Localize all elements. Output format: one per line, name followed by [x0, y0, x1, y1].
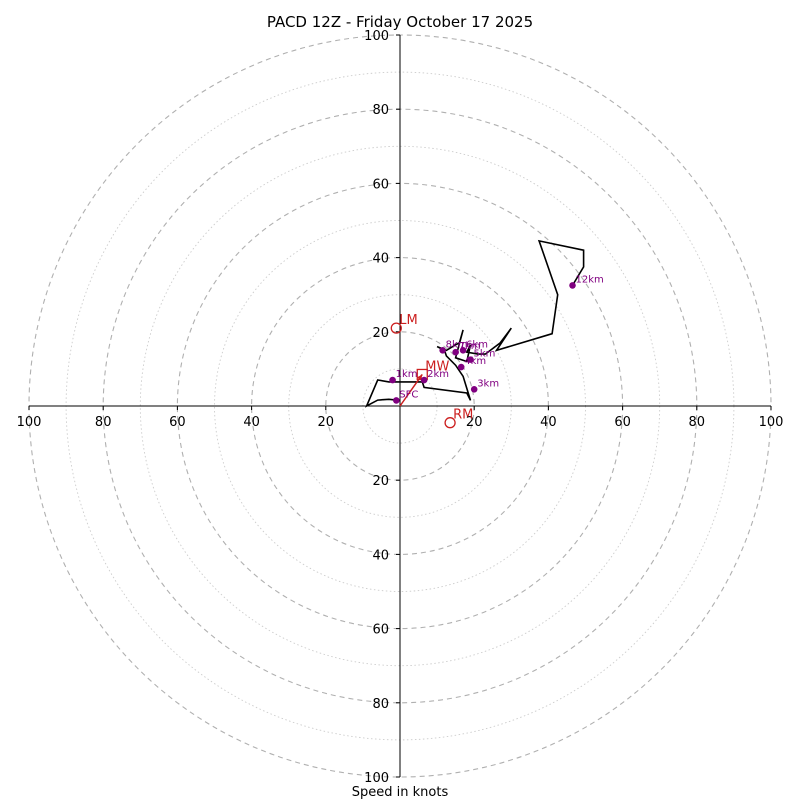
height-label-1km: 1km: [396, 369, 418, 380]
y-tick-label: 60: [372, 177, 389, 192]
height-marker-12km: [569, 282, 576, 289]
x-tick-label: 20: [466, 415, 483, 430]
x-tick-label: 60: [614, 415, 631, 430]
height-label-4km: 4km: [464, 356, 486, 367]
y-tick-label: 20: [372, 474, 389, 489]
y-tick-label: 100: [364, 29, 389, 44]
height-marker-7km: [452, 348, 459, 356]
rm-label: RM: [453, 408, 473, 423]
x-axis-label: Speed in knots: [352, 785, 449, 800]
height-label-sfc: SFC: [399, 389, 418, 400]
height-label-12km: 12km: [576, 274, 604, 285]
height-label-3km: 3km: [477, 378, 499, 389]
lm-label: LM: [399, 313, 417, 328]
x-tick-label: 20: [318, 415, 335, 430]
x-tick-label: 60: [169, 415, 186, 430]
y-tick-label: 80: [372, 103, 389, 118]
y-tick-label: 60: [372, 623, 389, 638]
lm-marker: [390, 322, 402, 334]
height-marker-3km: [470, 386, 478, 393]
height-marker-1km: [389, 376, 396, 384]
rm-marker: [444, 417, 456, 429]
height-label-6km: 6km: [466, 339, 488, 350]
height-marker-sfc: [392, 397, 400, 404]
height-marker-6km: [459, 347, 467, 354]
height-marker-8km: [439, 347, 446, 354]
y-tick-label: 20: [372, 326, 389, 341]
y-tick-label: 40: [372, 252, 389, 267]
x-tick-label: 80: [95, 415, 112, 430]
height-label-2km: 2km: [427, 369, 449, 380]
y-tick-label: 80: [372, 697, 389, 712]
height-label-8km: 8km: [446, 339, 468, 350]
x-tick-label: 100: [759, 415, 784, 430]
chart-title: PACD 12Z - Friday October 17 2025: [267, 13, 533, 31]
height-marker-5km: [467, 356, 474, 363]
height-marker-2km: [420, 376, 428, 384]
x-tick-label: 40: [243, 415, 260, 430]
height-label-5km: 5km: [473, 349, 495, 360]
height-marker-4km: [457, 363, 465, 371]
y-tick-label: 40: [372, 548, 389, 563]
height-label-7km: 7km: [459, 341, 481, 352]
x-tick-label: 100: [17, 415, 42, 430]
tick-labels: 100 80 60 40 20 20 40 60 80 100 100 80 60 40 20 20 40 60 8…: [17, 29, 784, 786]
y-tick-label: 100: [364, 771, 389, 786]
mw-label: MW: [425, 359, 449, 374]
storm-motion-layer: LM MW RM: [390, 313, 473, 429]
x-tick-label: 80: [689, 415, 706, 430]
x-tick-label: 40: [540, 415, 557, 430]
